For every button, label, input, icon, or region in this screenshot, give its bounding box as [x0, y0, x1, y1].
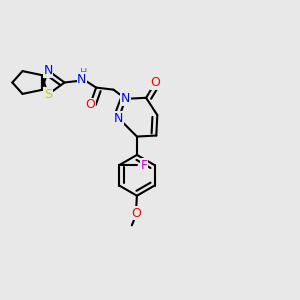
Text: N: N: [114, 112, 123, 125]
Text: O: O: [131, 207, 141, 220]
Text: N: N: [43, 64, 53, 77]
Text: O: O: [150, 76, 160, 89]
Text: H: H: [80, 68, 87, 78]
Text: N: N: [77, 73, 86, 86]
Text: S: S: [44, 88, 52, 101]
Text: N: N: [121, 92, 130, 105]
Text: F: F: [140, 159, 148, 172]
Text: O: O: [85, 98, 95, 111]
